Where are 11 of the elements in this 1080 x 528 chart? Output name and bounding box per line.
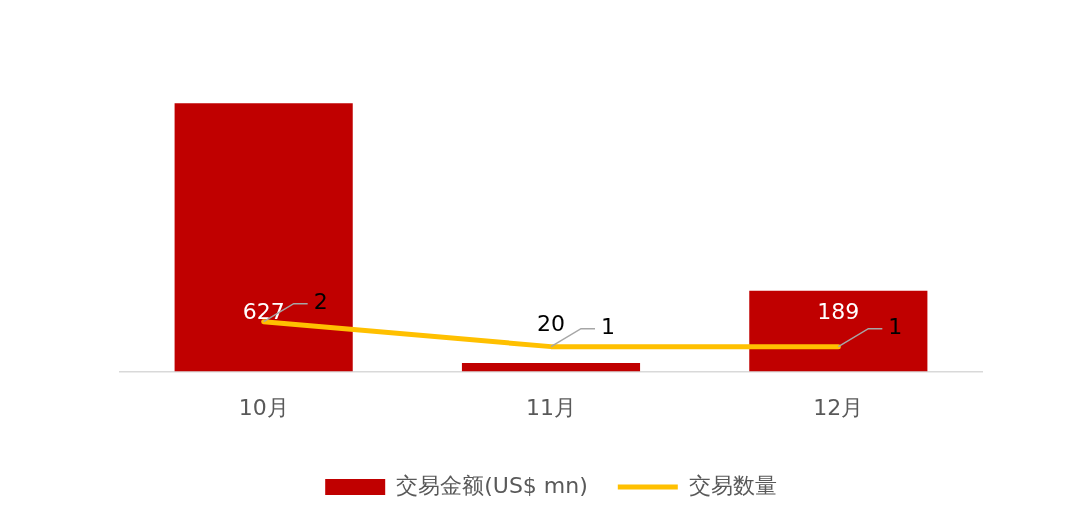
data-label: 20: [537, 310, 565, 336]
x-tick-label: 12月: [813, 394, 864, 420]
legend-label: 交易金额(US$ mn): [396, 472, 588, 498]
data-label: 1: [888, 314, 903, 340]
data-label: 627: [242, 299, 285, 325]
data-label: 1: [601, 314, 615, 340]
data-label: 2: [313, 289, 328, 315]
x-tick-label: 11月: [526, 394, 576, 420]
data-label: 189: [817, 299, 860, 325]
x-tick-label: 10月: [238, 394, 289, 420]
legend-label: 交易数量: [688, 472, 777, 498]
